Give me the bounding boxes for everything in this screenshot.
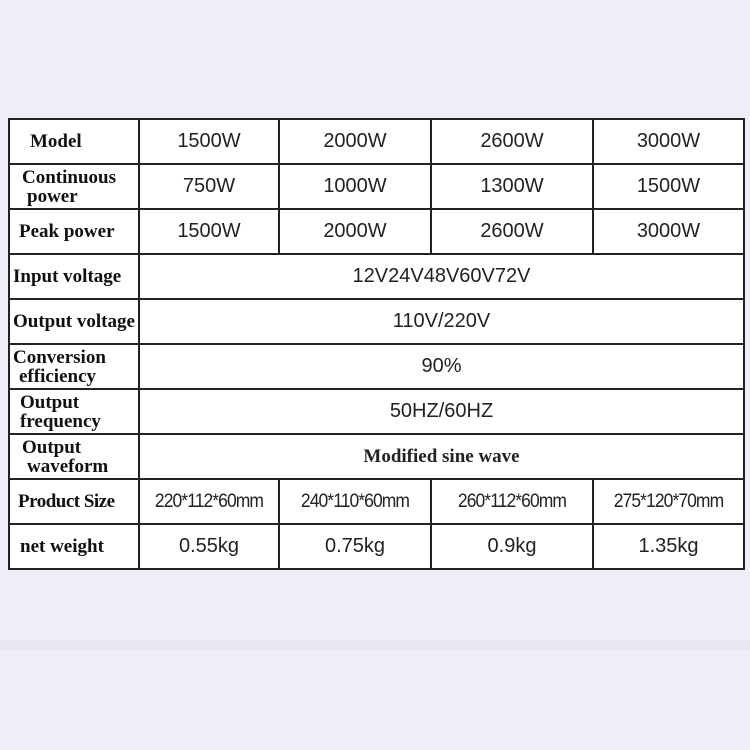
cell: 1300W bbox=[430, 163, 594, 210]
label-line: power bbox=[27, 185, 78, 207]
row-label: Product Size bbox=[8, 478, 140, 525]
label-line: Output bbox=[20, 391, 80, 413]
cell: 275*120*70mm bbox=[598, 478, 739, 525]
row-label: Conversion efficiency bbox=[8, 343, 140, 390]
cell: 12V24V48V60V72V bbox=[138, 253, 745, 300]
table-row-product-size: Product Size 220*112*60mm 240*110*60mm 2… bbox=[8, 478, 744, 525]
cell: 2000W bbox=[278, 208, 432, 255]
label-line: Conversion bbox=[13, 346, 106, 368]
row-label: Output voltage bbox=[8, 298, 140, 345]
table-row-conversion-efficiency: Conversion efficiency 90% bbox=[8, 343, 745, 390]
cell: 0.55kg bbox=[138, 523, 280, 570]
cell: 0.9kg bbox=[430, 523, 594, 570]
cell: Modified sine wave bbox=[138, 433, 745, 480]
cell: 2600W bbox=[430, 118, 594, 165]
cell: 1.35kg bbox=[592, 523, 745, 570]
label-line: frequency bbox=[20, 410, 101, 432]
cell: 240*110*60mm bbox=[284, 478, 426, 525]
row-label: net weight bbox=[8, 523, 140, 570]
cell: 220*112*60mm bbox=[143, 478, 275, 525]
cell: 1500W bbox=[592, 163, 745, 210]
cell: 50HZ/60HZ bbox=[138, 388, 745, 435]
table-row-model: Model 1500W 2000W 2600W 3000W bbox=[8, 118, 745, 165]
table-row-output-frequency: Output frequency 50HZ/60HZ bbox=[8, 388, 745, 435]
label-line: efficiency bbox=[19, 365, 97, 387]
row-label: Continuous power bbox=[8, 163, 140, 210]
cell: 260*112*60mm bbox=[436, 478, 588, 525]
cell: 3000W bbox=[592, 208, 745, 255]
label-line: Output bbox=[22, 436, 82, 458]
table-row-net-weight: net weight 0.55kg 0.75kg 0.9kg 1.35kg bbox=[8, 523, 745, 570]
spec-table: Model 1500W 2000W 2600W 3000W Continuous… bbox=[8, 118, 745, 570]
cell: 3000W bbox=[592, 118, 745, 165]
row-label: Output waveform bbox=[8, 433, 140, 480]
row-label: Model bbox=[8, 118, 140, 165]
table-row-continuous-power: Continuous power 750W 1000W 1300W 1500W bbox=[8, 163, 745, 210]
cell: 750W bbox=[138, 163, 280, 210]
table-row-output-waveform: Output waveform Modified sine wave bbox=[8, 433, 745, 480]
cell: 90% bbox=[138, 343, 745, 390]
cell: 2600W bbox=[430, 208, 594, 255]
cell: 1500W bbox=[138, 208, 280, 255]
cell: 1500W bbox=[138, 118, 280, 165]
background-band bbox=[0, 640, 750, 650]
row-label: Input voltage bbox=[8, 253, 140, 300]
label-line: Continuous bbox=[22, 166, 116, 188]
row-label: Peak power bbox=[8, 208, 140, 255]
cell: 2000W bbox=[278, 118, 432, 165]
table-row-output-voltage: Output voltage 110V/220V bbox=[8, 298, 745, 345]
cell: 110V/220V bbox=[138, 298, 745, 345]
label-line: waveform bbox=[27, 455, 109, 477]
table-row-input-voltage: Input voltage 12V24V48V60V72V bbox=[8, 253, 745, 300]
cell: 0.75kg bbox=[278, 523, 432, 570]
table-row-peak-power: Peak power 1500W 2000W 2600W 3000W bbox=[8, 208, 745, 255]
cell: 1000W bbox=[278, 163, 432, 210]
row-label: Output frequency bbox=[8, 388, 140, 435]
